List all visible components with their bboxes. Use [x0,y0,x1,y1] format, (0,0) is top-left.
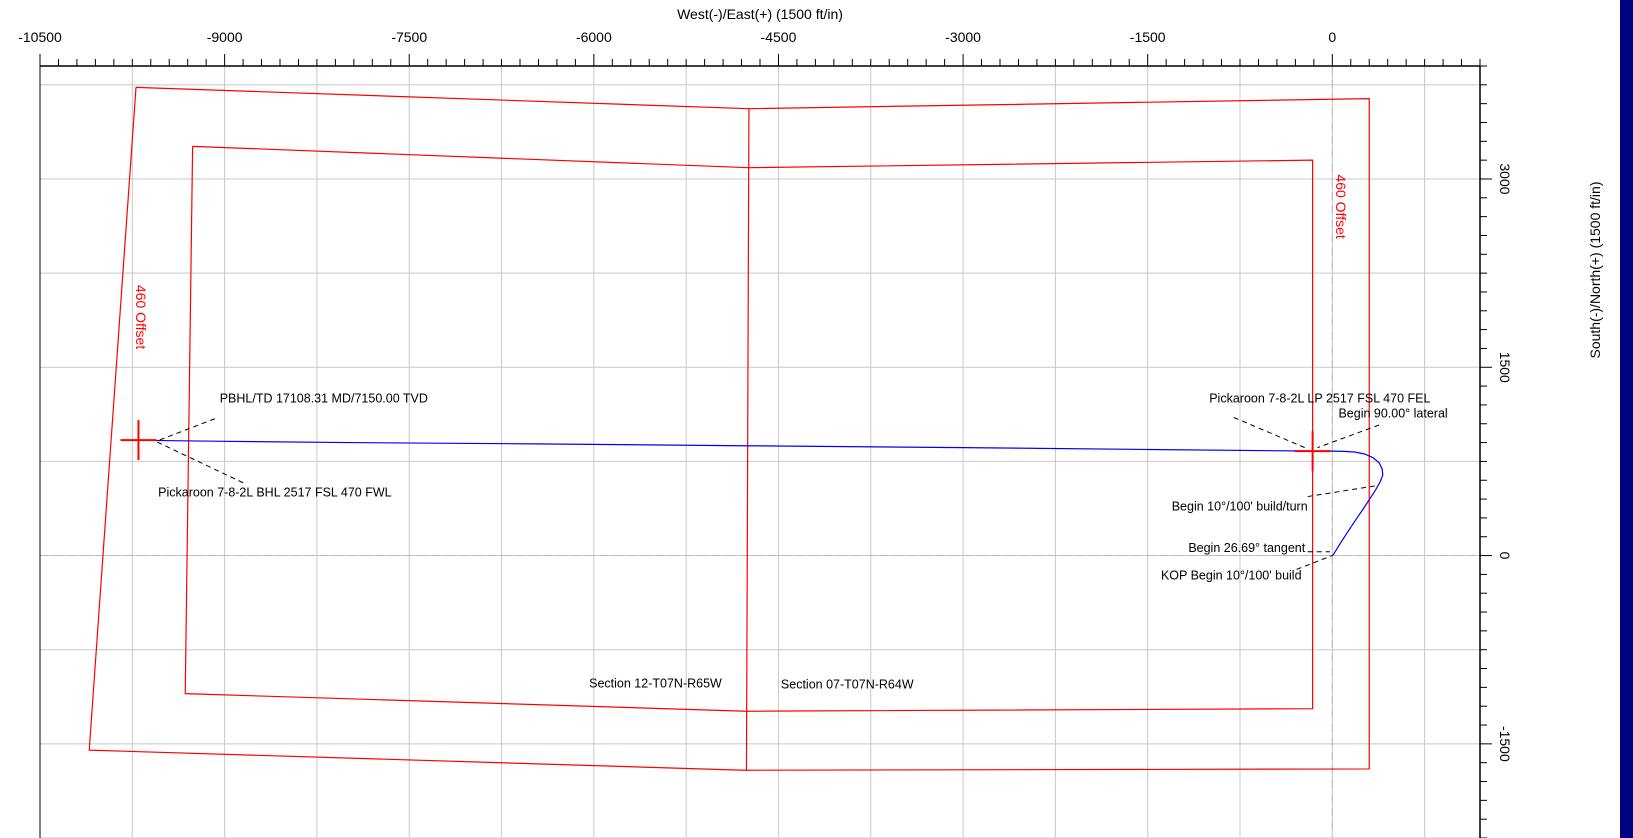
annotation-label: Begin 10°/100' build/turn [1172,499,1308,513]
annotation-label: Pickaroon 7-8-2L BHL 2517 FSL 470 FWL [158,486,392,500]
window-edge-bar [1620,0,1633,838]
bhl-cross [120,420,157,461]
y-axis-title: South(-)/North(+) (1500 ft/in) [1587,181,1603,358]
annotation-leader [1296,555,1333,570]
x-tick-label: -6000 [576,29,612,45]
wellbore-path [138,439,1384,556]
axes: -10500 -9000 -7500 -6000 -4500 -3000 -1500 0 -15… [18,29,1513,838]
x-tick-label: -9000 [207,29,243,45]
annotation-leaders [155,417,1380,570]
outer-boundary [88,86,1370,771]
y-tick-label: 3000 [1497,163,1513,194]
annotation-leader [1317,424,1380,449]
section-boundaries [88,86,1370,771]
x-tick-label: -4500 [761,29,797,45]
annotation-leader [155,440,244,484]
annotation-label: Pickaroon 7-8-2L LP 2517 FSL 470 FEL [1209,391,1430,405]
annotation-label: Begin 90.00° lateral [1338,406,1447,420]
annotations: PBHL/TD 17108.31 MD/7150.00 TVD Pickaroon… [133,174,1448,691]
x-tick-label: 0 [1328,29,1336,45]
annotation-label: Section 12-T07N-R65W [589,676,722,690]
y-tick-label: 1500 [1497,352,1513,383]
annotation-leader [1307,484,1380,498]
annotation-label: PBHL/TD 17108.31 MD/7150.00 TVD [220,391,428,405]
annotation-label: KOP Begin 10°/100' build [1161,568,1302,582]
x-tick-label: -1500 [1130,29,1166,45]
lp-cross [1294,431,1331,472]
annotation-label: Begin 26.69° tangent [1188,541,1305,555]
grid [39,66,1480,838]
target-markers [120,420,1331,472]
wellbore-series-line [138,439,1384,556]
annotation-leader [1233,417,1308,450]
section-divider [745,108,750,771]
x-tick-label: -7500 [391,29,427,45]
offset-label: 460 Offset [133,285,149,349]
annotation-leader [159,418,215,441]
y-tick-label: -1500 [1497,726,1513,762]
y-tick-label: 0 [1497,552,1513,560]
x-tick-label: -10500 [18,29,62,45]
x-tick-label: -3000 [945,29,981,45]
annotation-label: Section 07-T07N-R64W [781,678,914,692]
reference-lines [40,66,1480,838]
offset-label: 460 Offset [1333,174,1349,238]
x-axis-title: West(-)/East(+) (1500 ft/in) [677,6,843,22]
